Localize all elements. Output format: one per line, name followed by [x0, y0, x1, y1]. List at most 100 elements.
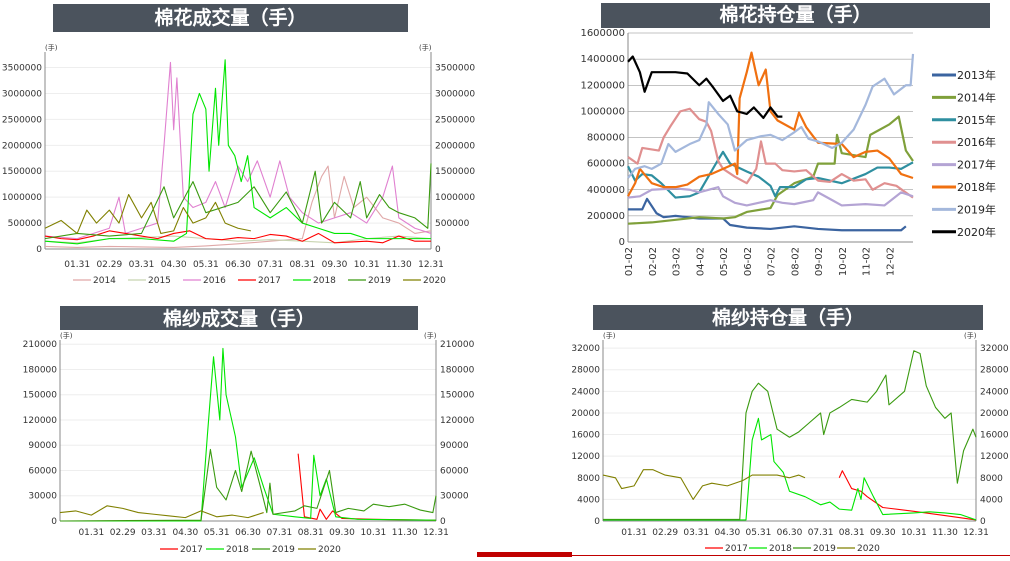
cotton-open-interest-title: 棉花持仓量（手）: [601, 3, 990, 28]
series-line-2018: [603, 417, 977, 521]
y-tick-label-right: 16000: [980, 431, 1009, 441]
series-line-2019年: [627, 53, 915, 179]
y-tick-label: 24000: [571, 387, 600, 397]
x-tick-label: 03-02: [672, 247, 683, 276]
legend-label: 2014: [93, 276, 116, 286]
x-tick-label: 02.29: [96, 260, 122, 270]
y-tick-label-right: 120000: [440, 416, 475, 426]
y-tick-label: 500000: [8, 219, 43, 229]
legend-label: 2019: [272, 545, 295, 555]
x-tick-label: 08.31: [298, 528, 324, 538]
x-tick-label: 12-02: [885, 247, 896, 276]
y-tick-label-right: 28000: [980, 366, 1009, 376]
x-tick-label: 05.31: [204, 528, 230, 538]
x-tick-label: 12.31: [423, 528, 449, 538]
x-tick-label: 10.31: [354, 260, 380, 270]
x-tick-label: 01.31: [78, 528, 104, 538]
unit-label-right: (手): [424, 331, 437, 340]
unit-label: (手): [60, 331, 73, 340]
y-tick-label: 1000000: [580, 106, 625, 117]
series-line-2018年: [627, 51, 914, 197]
legend-label: 2017: [180, 545, 203, 555]
y-tick-label-right: 3500000: [435, 64, 475, 74]
y-tick-label-right: 500000: [435, 219, 470, 229]
y-tick-label-right: 0: [440, 517, 446, 527]
legend-label: 2016年: [957, 135, 996, 149]
y-tick-label-right: 8000: [980, 474, 1003, 484]
x-tick-label: 11-02: [862, 247, 873, 276]
legend-label: 2018: [226, 545, 249, 555]
y-tick-label: 3500000: [2, 64, 42, 74]
y-tick-label: 1600000: [580, 28, 625, 39]
x-tick-label: 12.31: [963, 528, 989, 538]
legend-label: 2020: [857, 544, 880, 554]
series-line-2020: [602, 469, 806, 500]
unit-label-right: (手): [419, 43, 432, 52]
legend-label: 2017: [258, 276, 281, 286]
series-line-2014: [44, 165, 432, 248]
y-tick-label: 28000: [571, 366, 600, 376]
y-tick-label: 32000: [571, 344, 600, 354]
y-tick-label: 180000: [23, 365, 58, 375]
x-tick-label: 01-02: [624, 247, 635, 276]
x-tick-label: 03.31: [129, 260, 155, 270]
y-tick-label-right: 150000: [440, 391, 475, 401]
y-tick-label: 4000: [577, 495, 600, 505]
footer-divider: [477, 555, 1010, 556]
unit-label: (手): [45, 43, 58, 52]
x-tick-label: 10.31: [360, 528, 386, 538]
y-tick-label-right: 0: [980, 517, 986, 527]
y-tick-label-right: 180000: [440, 365, 475, 375]
x-tick-label: 08-02: [790, 247, 801, 276]
y-tick-label: 0: [594, 517, 600, 527]
x-tick-label: 06.30: [777, 528, 803, 538]
x-tick-label: 09-02: [814, 247, 825, 276]
y-tick-label-right: 20000: [980, 409, 1009, 419]
y-tick-label: 0: [619, 237, 625, 248]
y-tick-label: 210000: [23, 340, 58, 350]
series-line-2017: [44, 230, 431, 244]
series-line-2018: [60, 347, 437, 522]
x-tick-label: 02.29: [110, 528, 136, 538]
y-tick-label: 2000000: [2, 141, 42, 151]
x-tick-label: 09.30: [870, 528, 896, 538]
legend-label: 2015: [148, 276, 171, 286]
y-tick-label-right: 2500000: [435, 115, 475, 125]
y-tick-label: 30000: [28, 492, 57, 502]
y-tick-label-right: 1000000: [435, 193, 475, 203]
x-tick-label: 07.31: [257, 260, 283, 270]
y-tick-label-right: 2000000: [435, 141, 475, 151]
x-tick-label: 06.30: [235, 528, 261, 538]
y-tick-label: 800000: [587, 133, 625, 144]
yarn-open-interest-title: 棉纱持仓量（手）: [593, 305, 983, 330]
legend-label: 2018: [769, 544, 792, 554]
series-line-2019: [603, 350, 977, 520]
series-line-2017年: [627, 186, 914, 207]
yarn-volume-title: 棉纱成交量（手）: [60, 306, 418, 330]
y-tick-label: 0: [51, 517, 57, 527]
x-tick-label: 05.31: [746, 528, 772, 538]
series-line-2018: [44, 59, 431, 245]
x-tick-label: 07.31: [266, 528, 292, 538]
y-tick-label: 1400000: [580, 54, 625, 65]
x-tick-label: 08.31: [289, 260, 315, 270]
y-tick-label: 1500000: [2, 167, 42, 177]
unit-label: (手): [603, 331, 616, 340]
y-tick-label: 0: [36, 245, 42, 255]
y-tick-label: 8000: [577, 474, 600, 484]
x-tick-label: 09.30: [322, 260, 348, 270]
y-tick-label-right: 1500000: [435, 167, 475, 177]
x-tick-label: 04-02: [695, 247, 706, 276]
x-tick-label: 02-02: [648, 247, 659, 276]
x-tick-label: 09.30: [329, 528, 355, 538]
x-tick-label: 04.30: [161, 260, 187, 270]
y-tick-label: 20000: [571, 409, 600, 419]
x-tick-label: 10-02: [838, 247, 849, 276]
series-line-2016年: [627, 107, 914, 199]
series-line-2020: [59, 505, 264, 519]
x-tick-label: 05.31: [193, 260, 219, 270]
y-tick-label-right: 90000: [440, 441, 469, 451]
y-tick-label-right: 0: [435, 245, 441, 255]
legend-label: 2016: [203, 276, 226, 286]
x-tick-label: 05-02: [719, 247, 730, 276]
